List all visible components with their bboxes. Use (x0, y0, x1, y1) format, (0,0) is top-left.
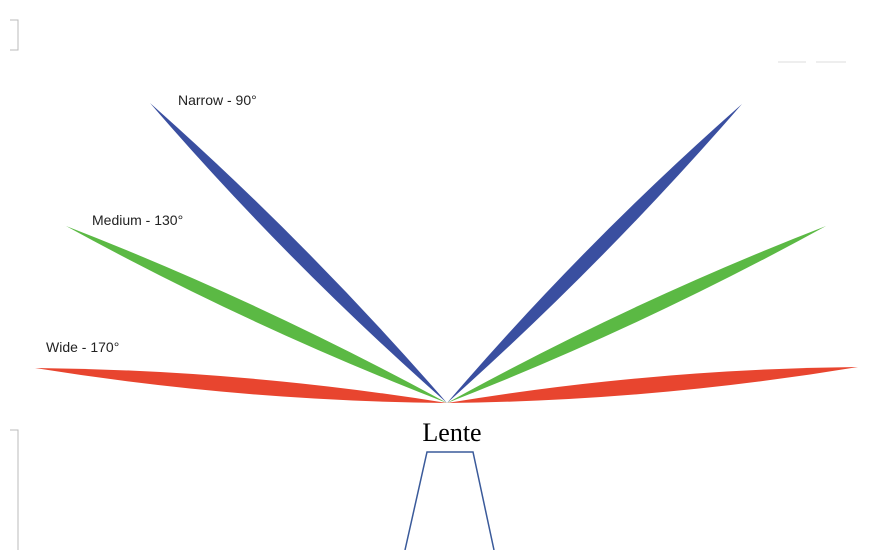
beam-left (66, 226, 447, 403)
beam-left (35, 368, 447, 403)
medium-beam (66, 226, 826, 403)
page-edge-marks (10, 19, 846, 550)
wide-beam (35, 367, 858, 403)
beam-right (447, 367, 858, 403)
lens-label: Lente (422, 418, 481, 447)
narrow-beam (150, 103, 742, 403)
lens-body (404, 451, 495, 550)
corner-mark (10, 429, 19, 550)
beam-left (150, 103, 447, 403)
beam-right (447, 104, 742, 403)
corner-mark (10, 19, 19, 51)
beam-right (447, 226, 826, 403)
wide-label: Wide - 170° (46, 339, 119, 355)
narrow-label: Narrow - 90° (178, 92, 257, 108)
medium-label: Medium - 130° (92, 212, 183, 228)
